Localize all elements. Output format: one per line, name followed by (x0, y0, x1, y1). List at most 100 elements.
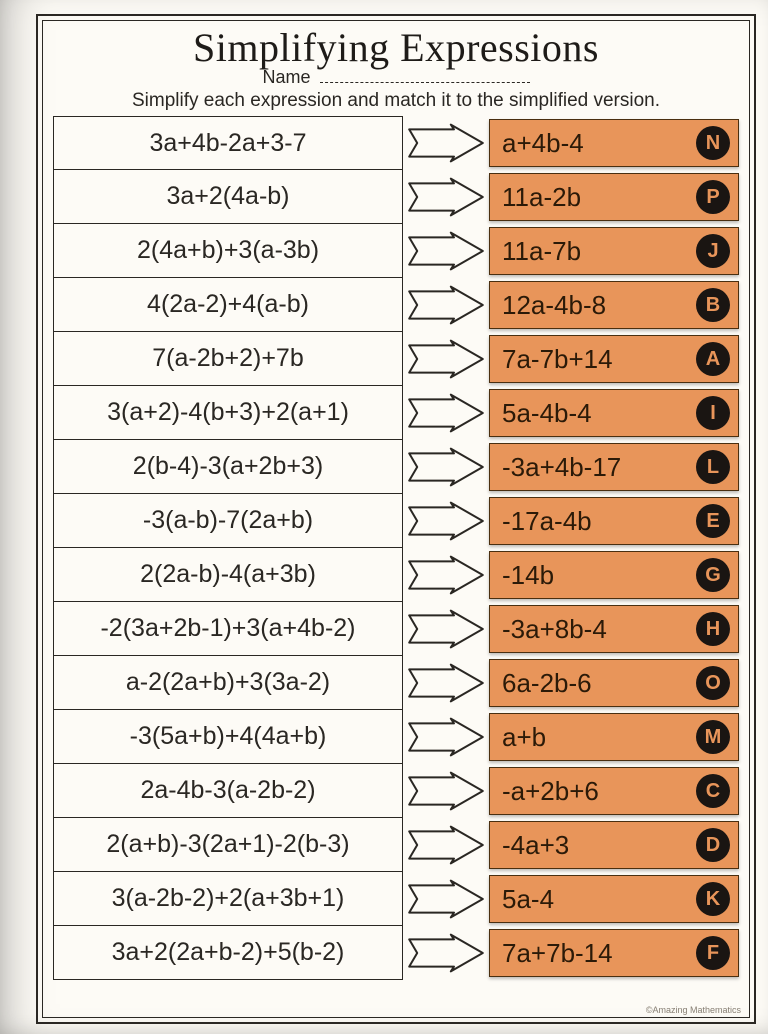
answer-text: 7a-7b+14 (502, 344, 690, 375)
answer-cell: 5a-4K (489, 873, 739, 925)
letter-badge: K (696, 882, 730, 916)
letter-badge: E (696, 504, 730, 538)
problem-row: 2(a+b)-3(2a+1)-2(b-3) -4a+3D (53, 818, 739, 872)
problem-row: 2(4a+b)+3(a-3b) 11a-7bJ (53, 224, 739, 278)
answer-tile[interactable]: 7a+7b-14F (489, 929, 739, 977)
answer-cell: -3a+8b-4H (489, 603, 739, 655)
answer-cell: 6a-2b-6O (489, 657, 739, 709)
problem-grid: 3a+4b-2a+3-7a+4b-4N3a+2(4a-b)11a-2bP2(4a… (53, 116, 739, 980)
answer-tile[interactable]: -17a-4bE (489, 497, 739, 545)
arrow-icon (403, 656, 489, 710)
arrow-icon (403, 710, 489, 764)
answer-cell: 11a-7bJ (489, 225, 739, 277)
problem-row: 7(a-2b+2)+7b7a-7b+14A (53, 332, 739, 386)
answer-cell: -4a+3D (489, 819, 739, 871)
answer-cell: -3a+4b-17L (489, 441, 739, 493)
answer-text: -14b (502, 560, 690, 591)
outer-frame: Simplifying Expressions Name Simplify ea… (36, 14, 756, 1024)
expression-cell: 2(4a+b)+3(a-3b) (53, 224, 403, 278)
expression-cell: 3a+2(2a+b-2)+5(b-2) (53, 926, 403, 980)
answer-text: 5a-4b-4 (502, 398, 690, 429)
expression-cell: -3(5a+b)+4(4a+b) (53, 710, 403, 764)
letter-badge: C (696, 774, 730, 808)
name-blank-line[interactable] (320, 69, 530, 83)
answer-text: a+b (502, 722, 690, 753)
expression-cell: 3(a+2)-4(b+3)+2(a+1) (53, 386, 403, 440)
arrow-icon (403, 386, 489, 440)
answer-cell: -a+2b+6C (489, 765, 739, 817)
name-row: Name (53, 67, 739, 88)
answer-tile[interactable]: 11a-2bP (489, 173, 739, 221)
answer-text: 5a-4 (502, 884, 690, 915)
answer-tile[interactable]: -14bG (489, 551, 739, 599)
problem-row: 2a-4b-3(a-2b-2) -a+2b+6C (53, 764, 739, 818)
inner-frame: Simplifying Expressions Name Simplify ea… (42, 20, 750, 1018)
answer-tile[interactable]: 6a-2b-6O (489, 659, 739, 707)
expression-cell: 2a-4b-3(a-2b-2) (53, 764, 403, 818)
problem-row: 3a+4b-2a+3-7 a+4b-4N (53, 116, 739, 170)
expression-cell: 3a+4b-2a+3-7 (53, 116, 403, 170)
arrow-icon (403, 116, 489, 170)
answer-tile[interactable]: 12a-4b-8B (489, 281, 739, 329)
letter-badge: D (696, 828, 730, 862)
answer-tile[interactable]: -3a+8b-4H (489, 605, 739, 653)
letter-badge: F (696, 936, 730, 970)
answer-text: 11a-7b (502, 236, 690, 267)
problem-row: 3a+2(4a-b) 11a-2bP (53, 170, 739, 224)
problem-row: -3(5a+b)+4(4a+b) a+bM (53, 710, 739, 764)
arrow-icon (403, 548, 489, 602)
answer-text: -3a+8b-4 (502, 614, 690, 645)
expression-cell: a-2(2a+b)+3(3a-2) (53, 656, 403, 710)
worksheet-page: Simplifying Expressions Name Simplify ea… (0, 0, 768, 1034)
answer-cell: -17a-4bE (489, 495, 739, 547)
expression-cell: 3a+2(4a-b) (53, 170, 403, 224)
letter-badge: L (696, 450, 730, 484)
answer-tile[interactable]: a+4b-4N (489, 119, 739, 167)
expression-cell: -2(3a+2b-1)+3(a+4b-2) (53, 602, 403, 656)
letter-badge: P (696, 180, 730, 214)
answer-text: 7a+7b-14 (502, 938, 690, 969)
answer-text: 11a-2b (502, 182, 690, 213)
answer-tile[interactable]: -4a+3D (489, 821, 739, 869)
arrow-icon (403, 494, 489, 548)
page-title: Simplifying Expressions (53, 27, 739, 69)
arrow-icon (403, 872, 489, 926)
answer-tile[interactable]: 5a-4b-4I (489, 389, 739, 437)
answer-text: -17a-4b (502, 506, 690, 537)
arrow-icon (403, 170, 489, 224)
answer-text: -4a+3 (502, 830, 690, 861)
expression-cell: 3(a-2b-2)+2(a+3b+1) (53, 872, 403, 926)
problem-row: 2(b-4)-3(a+2b+3)-3a+4b-17L (53, 440, 739, 494)
arrow-icon (403, 440, 489, 494)
arrow-icon (403, 332, 489, 386)
answer-cell: 12a-4b-8B (489, 279, 739, 331)
answer-text: 12a-4b-8 (502, 290, 690, 321)
answer-text: 6a-2b-6 (502, 668, 690, 699)
expression-cell: -3(a-b)-7(2a+b) (53, 494, 403, 548)
answer-tile[interactable]: a+bM (489, 713, 739, 761)
expression-cell: 2(2a-b)-4(a+3b) (53, 548, 403, 602)
answer-cell: a+bM (489, 711, 739, 763)
answer-cell: a+4b-4N (489, 117, 739, 169)
instructions-text: Simplify each expression and match it to… (53, 90, 739, 112)
answer-tile[interactable]: 11a-7bJ (489, 227, 739, 275)
letter-badge: H (696, 612, 730, 646)
expression-cell: 2(a+b)-3(2a+1)-2(b-3) (53, 818, 403, 872)
arrow-icon (403, 224, 489, 278)
letter-badge: N (696, 126, 730, 160)
answer-tile[interactable]: -a+2b+6C (489, 767, 739, 815)
answer-tile[interactable]: 5a-4K (489, 875, 739, 923)
problem-row: -2(3a+2b-1)+3(a+4b-2) -3a+8b-4H (53, 602, 739, 656)
answer-text: a+4b-4 (502, 128, 690, 159)
problem-row: 4(2a-2)+4(a-b)12a-4b-8B (53, 278, 739, 332)
letter-badge: B (696, 288, 730, 322)
arrow-icon (403, 818, 489, 872)
arrow-icon (403, 278, 489, 332)
problem-row: 2(2a-b)-4(a+3b) -14bG (53, 548, 739, 602)
answer-cell: 7a-7b+14A (489, 333, 739, 385)
problem-row: 3a+2(2a+b-2)+5(b-2) 7a+7b-14F (53, 926, 739, 980)
answer-tile[interactable]: -3a+4b-17L (489, 443, 739, 491)
answer-tile[interactable]: 7a-7b+14A (489, 335, 739, 383)
letter-badge: M (696, 720, 730, 754)
letter-badge: I (696, 396, 730, 430)
